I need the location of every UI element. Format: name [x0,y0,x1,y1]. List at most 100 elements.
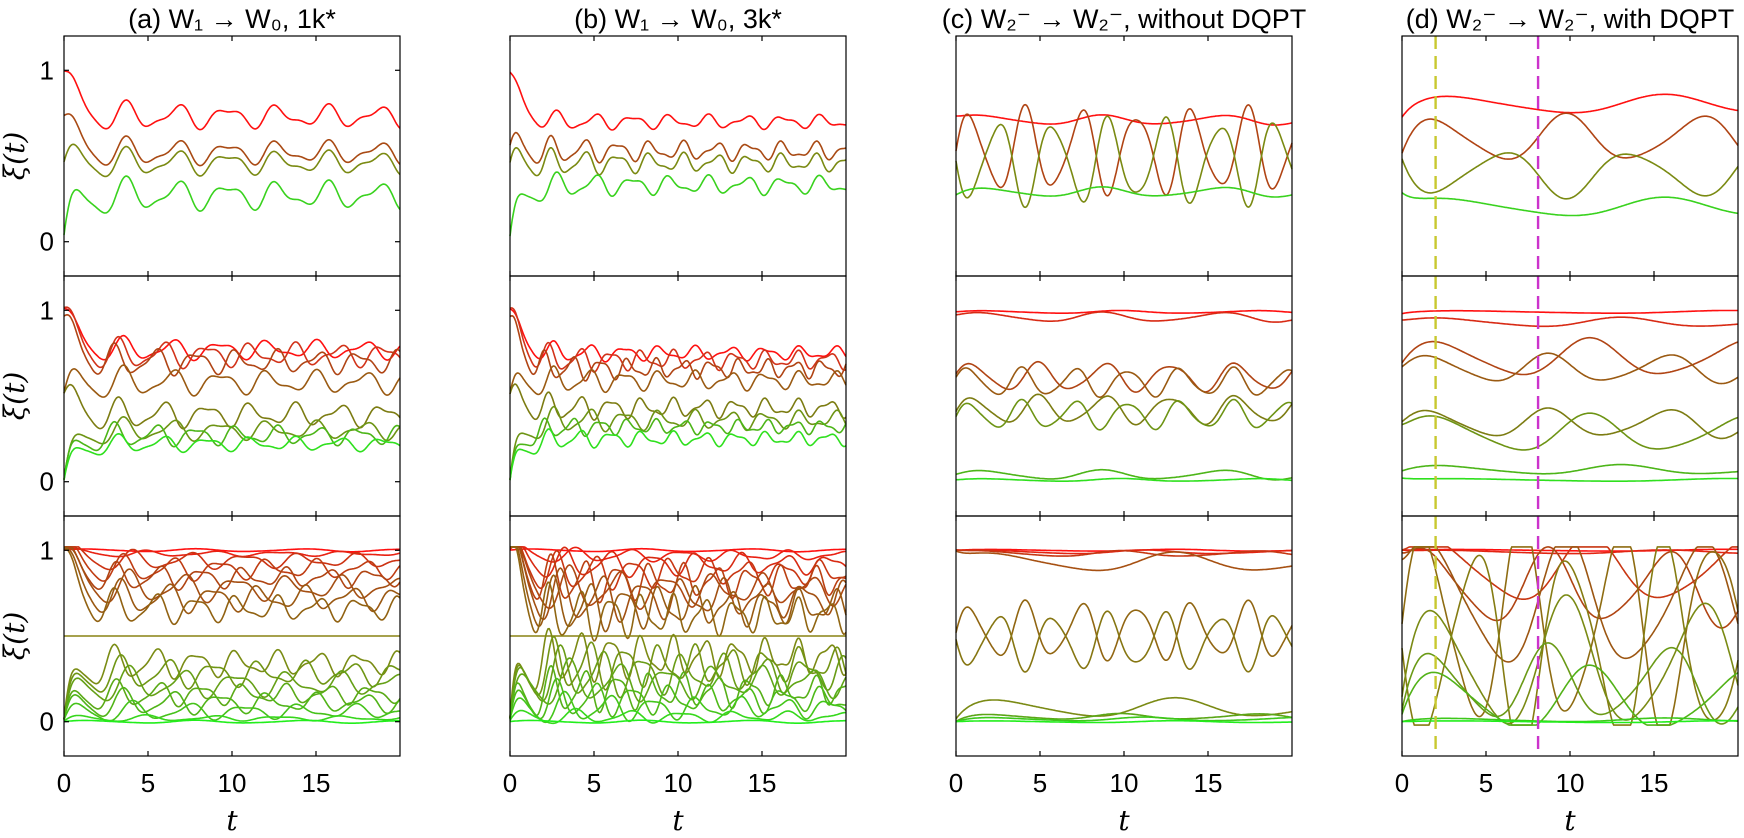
series-line-1 [509,547,846,553]
x-tick-label: 10 [218,768,247,798]
series-line-6 [509,546,847,611]
series-line-6 [955,610,1293,673]
series-line-4 [1401,191,1739,217]
panel-frame [63,275,401,517]
chart-column-4: (d) W₂⁻ → W₂⁻, with DQPT 0 5 10 15 t [1395,4,1739,837]
x-tick-label: 5 [1033,768,1047,798]
series-line-6 [63,546,401,604]
x-axis-label: t [1118,804,1130,837]
series-line-4 [63,364,401,398]
series-line-4 [955,366,1293,398]
series-line-4 [63,546,401,583]
series-line-8 [955,712,1293,723]
x-axis-label: t [1564,804,1576,837]
series-line-7 [955,468,1293,481]
series-line-3 [1401,152,1739,200]
series-line-5 [63,546,401,592]
series-line-12 [1402,719,1738,724]
series-line-5 [955,599,1293,662]
series-line-8 [509,428,847,481]
chart-title: (b) W₁ → W₀, 3k* [574,4,782,34]
panel-4-2 [1401,275,1739,517]
x-tick-label: 15 [1640,768,1669,798]
series-line-3 [955,360,1293,393]
x-tick-label: 5 [141,768,155,798]
chart-title: (a) W₁ → W₀, 1k* [128,4,336,34]
series-line-12 [509,635,847,718]
series-line-16 [509,677,846,720]
series-line-8 [63,432,401,481]
panel-2-1 [509,35,847,277]
series-line-2 [1402,549,1738,555]
y-tick-label: 0 [40,467,54,497]
series-line-3 [509,314,847,382]
chart-column-2: (b) W₁ → W₀, 3k* 0 5 10 15 t [503,4,847,837]
x-tick-label: 0 [503,768,517,798]
series-line-7 [1401,463,1739,475]
x-tick-label: 0 [1395,768,1409,798]
y-tick-label: 1 [40,55,54,85]
x-tick-label: 0 [57,768,71,798]
x-tick-label: 15 [302,768,331,798]
x-tick-label: 10 [1556,768,1585,798]
series-line-4 [509,171,847,237]
series-line-13 [509,644,847,718]
series-line-17 [63,719,400,724]
series-line-2 [63,113,401,167]
series-line-1 [63,547,400,553]
series-line-10 [63,643,401,720]
series-line-3 [63,546,401,571]
series-line-5 [1401,546,1739,663]
y-tick-label: 1 [40,535,54,565]
series-line-17 [509,690,847,724]
series-line-2 [509,546,846,563]
series-line-9 [955,716,1293,723]
series-line-14 [509,657,847,719]
series-line-7 [63,546,401,615]
series-line-2 [509,307,847,373]
panel-4-3 [1401,515,1739,757]
series-line-2 [63,306,401,370]
x-tick-label: 10 [1110,768,1139,798]
series-line-15 [509,665,847,719]
panel-3-1 [955,35,1293,277]
series-line-1 [509,71,847,131]
series-line-8 [1401,477,1738,482]
series-line-4 [63,175,401,236]
panel-4-1 [1401,35,1739,277]
y-axis-label: ξ(t) [0,372,31,421]
x-axis-label: t [226,804,238,837]
series-line-6 [509,405,847,480]
series-line-7 [955,696,1293,720]
series-line-8 [510,546,847,633]
series-line-4 [509,365,847,396]
series-line-9 [510,546,847,642]
series-line-1 [63,307,401,362]
chart-title: (c) W₂⁻ → W₂⁻, without DQPT [942,4,1306,34]
series-line-7 [509,417,847,481]
series-line-4 [955,186,1293,198]
x-tick-label: 15 [748,768,777,798]
series-line-1 [1401,309,1738,315]
series-line-7 [1401,546,1739,726]
y-tick-label: 1 [40,295,54,325]
series-line-3 [1401,546,1738,600]
series-line-12 [63,664,401,720]
series-line-9 [1401,642,1739,725]
chart-columns: (a) W₁ → W₀, 1k* 0 1 ξ(t) 0 1 ξ(t) 0 1 ξ(t) 0 5 10 15… [0,4,1739,837]
panel-frame [955,35,1293,277]
series-line-19 [509,719,846,724]
panel-1-3: 0 1 ξ(t) [0,515,401,757]
y-axis-label: ξ(t) [0,132,31,181]
y-tick-label: 0 [40,227,54,257]
series-line-2 [1401,112,1739,160]
chart-column-3: (c) W₂⁻ → W₂⁻, without DQPT 0 5 10 15 t [942,4,1306,837]
panel-1-1: 0 1 ξ(t) [0,35,401,277]
panel-frame [509,275,847,517]
series-line-3 [955,549,1293,557]
series-line-3 [1401,336,1739,376]
x-axis-label: t [672,804,684,837]
chart-title: (d) W₂⁻ → W₂⁻, with DQPT [1406,4,1734,34]
chart-column-1: (a) W₁ → W₀, 1k* 0 1 ξ(t) 0 1 ξ(t) 0 1 ξ(t) 0 5 10 15… [0,4,401,837]
series-line-1 [955,309,1293,314]
